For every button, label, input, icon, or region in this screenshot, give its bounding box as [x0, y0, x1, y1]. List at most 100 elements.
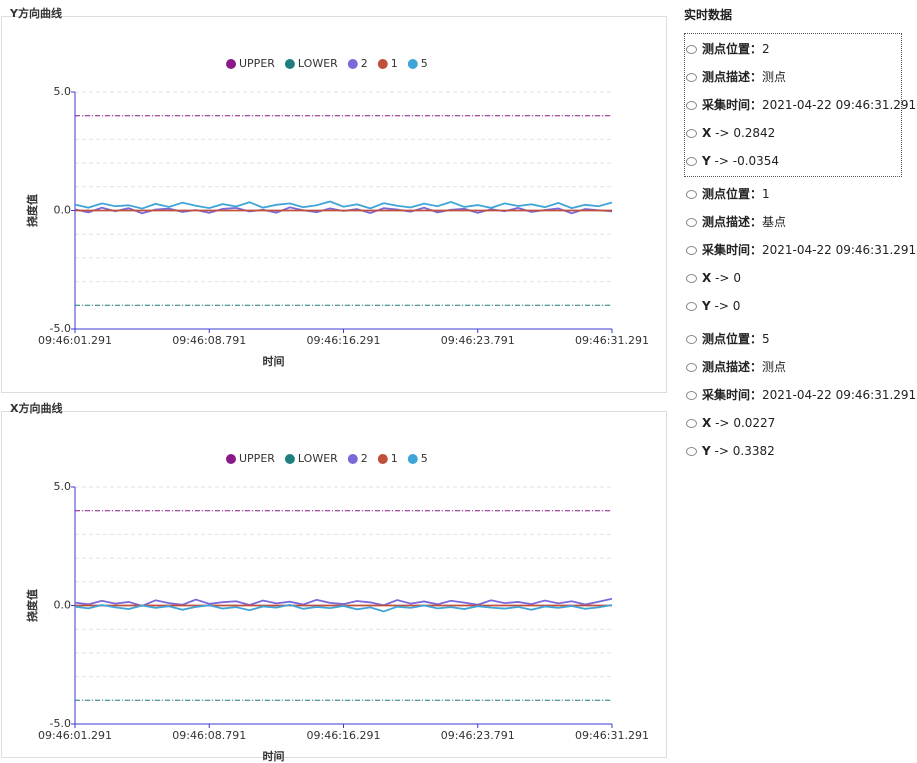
- row-value: 测点: [762, 360, 787, 374]
- x-tick-label: 09:46:08.791: [172, 729, 246, 742]
- row-separator: ->: [715, 271, 730, 285]
- row-icon: [686, 101, 697, 110]
- legend-label: 2: [361, 57, 368, 70]
- legend-label: LOWER: [298, 57, 338, 70]
- row-label: Y: [702, 299, 711, 313]
- chart-frame: [1, 16, 667, 393]
- row-label: Y: [702, 444, 711, 458]
- y-tick-label: -5.0: [50, 322, 71, 335]
- row-icon: [686, 274, 697, 283]
- selected-group-frame: [684, 33, 902, 177]
- series-line: [74, 597, 613, 607]
- data-row: 测点描述：基点: [686, 214, 786, 230]
- row-value: 0.3382: [732, 444, 775, 458]
- row-separator: ->: [714, 444, 729, 458]
- row-value: 测点: [762, 70, 787, 84]
- x-tick-label: 09:46:31.291: [575, 334, 649, 347]
- row-value: 0.0227: [733, 416, 776, 430]
- data-row: 测点位置：2: [686, 41, 770, 57]
- x-axis-title: 时间: [263, 749, 285, 763]
- row-value: 2021-04-22 09:46:31.291: [762, 243, 917, 257]
- data-row: 采集时间：2021-04-22 09:46:31.291: [686, 387, 916, 403]
- legend-label: UPPER: [239, 452, 275, 465]
- legend-marker: [347, 59, 358, 69]
- row-separator: ->: [714, 299, 729, 313]
- row-label: 采集时间：: [702, 388, 763, 402]
- row-icon: [686, 447, 697, 456]
- row-label: 测点位置：: [702, 187, 763, 201]
- row-separator: ->: [714, 154, 729, 168]
- legend-label: 1: [391, 57, 398, 70]
- data-row: Y -> -0.0354: [686, 153, 779, 169]
- y-axis-title: 挠度值: [25, 194, 39, 227]
- legend-marker: [284, 454, 295, 464]
- data-row: 测点描述：测点: [686, 359, 786, 375]
- row-separator: ->: [715, 126, 730, 140]
- series-line: [74, 200, 613, 210]
- legend-label: LOWER: [298, 452, 338, 465]
- legend-marker: [407, 454, 418, 464]
- row-label: X: [702, 416, 712, 430]
- legend-marker: [284, 59, 295, 69]
- legend-marker: [407, 59, 418, 69]
- y-tick-label: 0.0: [54, 204, 72, 217]
- chart-title: Y方向曲线: [9, 6, 62, 20]
- row-value: -0.0354: [732, 154, 780, 168]
- x-tick-label: 09:46:23.791: [441, 729, 515, 742]
- row-value: 基点: [762, 215, 787, 229]
- legend-marker: [377, 59, 388, 69]
- data-row: Y -> 0.3382: [686, 443, 775, 459]
- legend-marker: [377, 454, 388, 464]
- legend-marker: [226, 454, 236, 464]
- row-value: 2: [762, 42, 770, 56]
- x-axis-title: 时间: [263, 354, 285, 368]
- row-value: 1: [762, 187, 770, 201]
- x-tick-label: 09:46:16.291: [307, 334, 381, 347]
- y-tick-label: -5.0: [50, 717, 71, 730]
- row-icon: [686, 419, 697, 428]
- row-icon: [686, 190, 697, 199]
- row-icon: [686, 45, 697, 54]
- data-row: 采集时间：2021-04-22 09:46:31.291: [686, 242, 916, 258]
- data-row: 测点位置：5: [686, 331, 770, 347]
- x-tick-label: 09:46:01.291: [38, 729, 112, 742]
- series-line: [74, 603, 613, 613]
- x-tick-label: 09:46:23.791: [441, 334, 515, 347]
- row-value: 2021-04-22 09:46:31.291: [762, 98, 917, 112]
- x-tick-label: 09:46:01.291: [38, 334, 112, 347]
- row-icon: [686, 73, 697, 82]
- x-tick-label: 09:46:31.291: [575, 729, 649, 742]
- row-label: Y: [702, 154, 711, 168]
- row-icon: [686, 363, 697, 372]
- legend-label: 5: [421, 452, 428, 465]
- row-icon: [686, 246, 697, 255]
- chart-frame: [1, 411, 667, 758]
- row-icon: [686, 157, 697, 166]
- row-label: X: [702, 126, 712, 140]
- legend-label: 2: [361, 452, 368, 465]
- row-value: 0.2842: [733, 126, 776, 140]
- row-label: 采集时间：: [702, 243, 763, 257]
- row-label: X: [702, 271, 712, 285]
- data-row: X -> 0.2842: [686, 125, 775, 141]
- row-label: 测点描述：: [702, 360, 763, 374]
- row-value: 2021-04-22 09:46:31.291: [762, 388, 917, 402]
- row-separator: ->: [715, 416, 730, 430]
- row-label: 测点描述：: [702, 215, 763, 229]
- legend-label: 1: [391, 452, 398, 465]
- row-icon: [686, 218, 697, 227]
- row-value: 0: [732, 299, 741, 313]
- row-icon: [686, 391, 697, 400]
- x-tick-label: 09:46:16.291: [307, 729, 381, 742]
- data-row: X -> 0: [686, 270, 741, 286]
- legend-label: 5: [421, 57, 428, 70]
- legend-label: UPPER: [239, 57, 275, 70]
- y-axis-title: 挠度值: [25, 589, 39, 622]
- data-row: 测点描述：测点: [686, 69, 786, 85]
- data-row: Y -> 0: [686, 298, 740, 314]
- row-label: 采集时间：: [702, 98, 763, 112]
- chart-title: X方向曲线: [10, 401, 62, 415]
- row-icon: [686, 129, 697, 138]
